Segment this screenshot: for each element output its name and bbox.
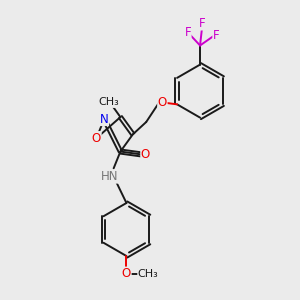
Text: CH₃: CH₃: [138, 269, 158, 279]
Text: CH₃: CH₃: [98, 98, 119, 107]
Text: O: O: [122, 267, 131, 280]
Text: F: F: [184, 26, 191, 39]
Text: F: F: [213, 29, 220, 42]
Text: N: N: [100, 112, 109, 125]
Text: O: O: [141, 148, 150, 161]
Text: O: O: [92, 132, 101, 145]
Text: O: O: [158, 96, 167, 110]
Text: F: F: [199, 17, 206, 30]
Text: HN: HN: [101, 170, 119, 183]
